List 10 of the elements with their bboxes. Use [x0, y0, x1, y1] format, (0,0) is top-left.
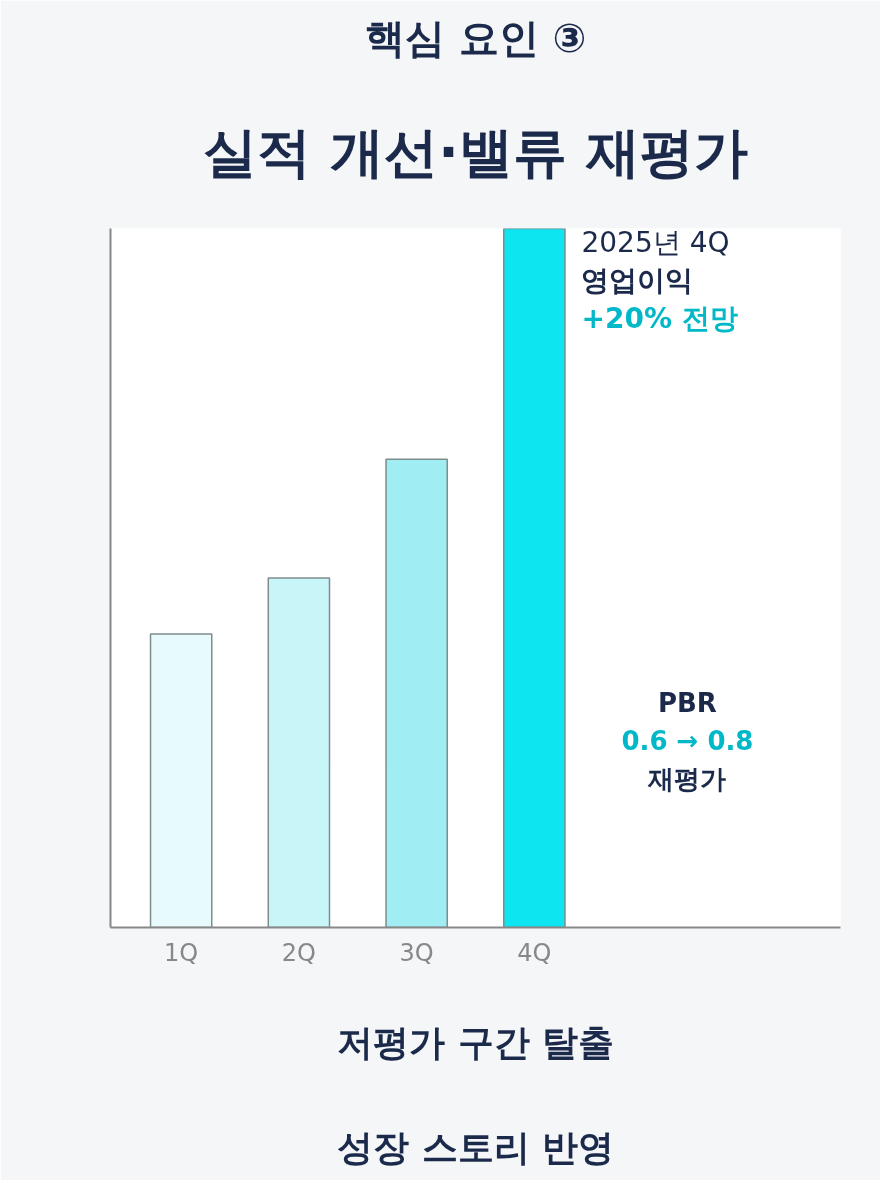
x-tick-label: 1Q [164, 938, 199, 967]
chart-title: 핵심 요인 ③ [364, 15, 587, 61]
x-tick-label: 3Q [399, 938, 434, 967]
x-tick-label: 4Q [517, 938, 552, 967]
chart-subtitle: 실적 개선·밸류 재평가 [203, 120, 748, 184]
text: 저평가 구간 탈출 [336, 1021, 615, 1063]
text: 성장 스토리 반영 [336, 1127, 615, 1168]
x-tick-label: 2Q [281, 938, 316, 967]
annotation: 2025년 4Q 영업이익 +20% 전망 [581, 225, 738, 335]
text: PBR 0.6 → 0.8 재평가 [621, 687, 754, 794]
